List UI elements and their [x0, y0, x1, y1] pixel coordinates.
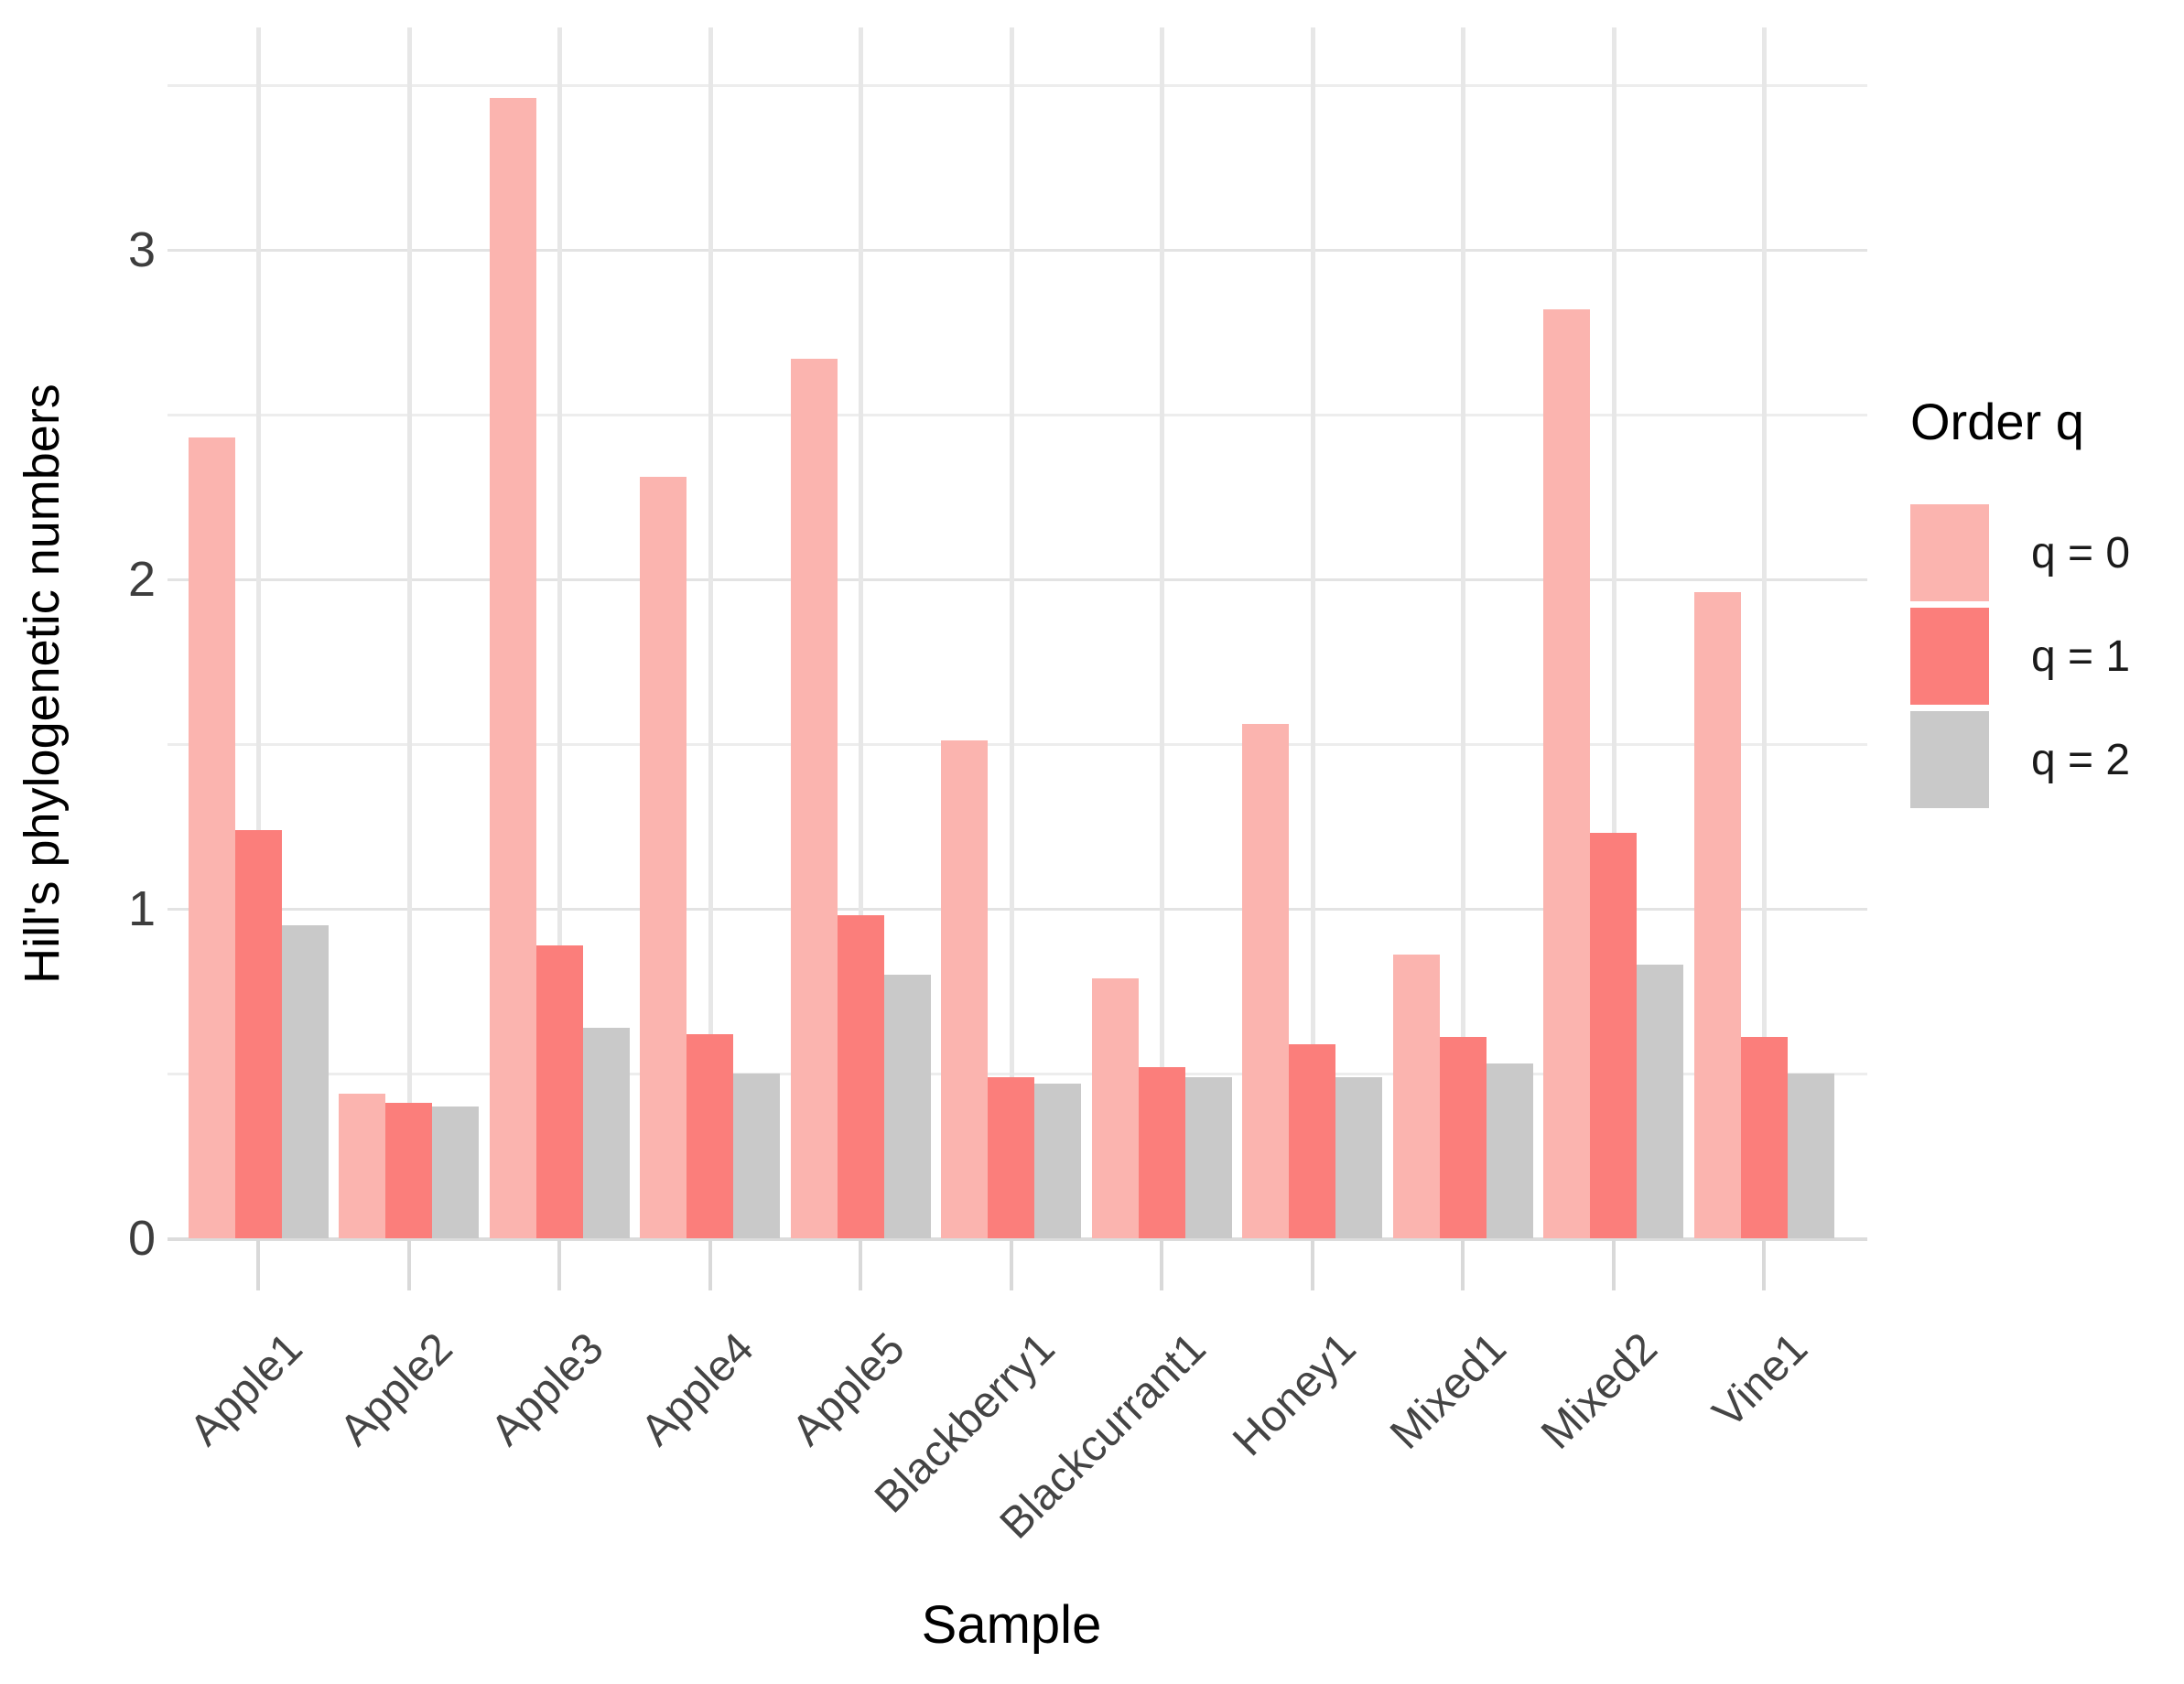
gridline-category-Mixed1	[1461, 27, 1465, 1238]
x-tick-label-Apple1: Apple1	[180, 1323, 312, 1455]
x-tick-label-Mixed1: Mixed1	[1381, 1323, 1517, 1459]
x-tick-Mixed1	[1461, 1240, 1465, 1290]
x-tick-Apple3	[557, 1240, 561, 1290]
bar-Apple5-q=0	[790, 358, 838, 1238]
bar-Apple3-q=2	[582, 1027, 630, 1238]
bar-Apple5-q=2	[883, 975, 931, 1238]
x-tick-label-Honey1: Honey1	[1224, 1323, 1366, 1466]
bar-Apple1-q=2	[281, 925, 329, 1238]
bar-Apple2-q=1	[385, 1103, 432, 1238]
y-tick-label-3: 3	[127, 222, 156, 277]
bar-Apple2-q=2	[432, 1106, 479, 1238]
gridline-category-Apple5	[859, 27, 863, 1238]
x-tick-label-Mixed2: Mixed2	[1531, 1323, 1667, 1459]
legend-label-q=1: q = 1	[2031, 632, 2131, 681]
y-tick-label-1: 1	[127, 881, 156, 936]
bar-Apple3-q=1	[535, 945, 583, 1238]
legend-label-q=0: q = 0	[2031, 528, 2131, 578]
x-tick-Apple1	[256, 1240, 260, 1290]
bar-Vine1-q=1	[1740, 1037, 1788, 1238]
bar-Honey1-q=2	[1335, 1076, 1382, 1238]
legend-label-q=2: q = 2	[2031, 735, 2131, 784]
bar-Mixed2-q=2	[1637, 965, 1683, 1238]
x-tick-label-Vine1: Vine1	[1703, 1323, 1818, 1438]
gridline-category-Honey1	[1310, 27, 1315, 1238]
bar-Vine1-q=0	[1693, 592, 1741, 1238]
bar-Apple2-q=0	[339, 1093, 385, 1238]
legend-entry-q=0: q = 0	[1910, 504, 2130, 601]
bar-Honey1-q=1	[1289, 1043, 1335, 1238]
gridline-category-Mixed2	[1611, 27, 1616, 1238]
gridline-major-y0	[168, 1237, 1867, 1241]
legend-title: Order q	[1910, 393, 2084, 450]
bar-Vine1-q=2	[1787, 1074, 1834, 1238]
x-tick-label-Apple3: Apple3	[481, 1323, 613, 1455]
bar-Apple4-q=1	[687, 1033, 733, 1238]
gridline-category-Apple1	[256, 27, 261, 1238]
x-tick-label-Apple4: Apple4	[632, 1323, 763, 1455]
x-tick-Blackberry1	[1009, 1240, 1013, 1290]
x-tick-Honey1	[1310, 1240, 1314, 1290]
bar-Blackberry1-q=0	[941, 740, 988, 1238]
gridline-minor-y1.5	[168, 743, 1867, 746]
legend: Order q q = 0 q = 1 q = 2	[1910, 392, 2130, 815]
bar-Apple1-q=0	[188, 437, 235, 1238]
gridline-category-Blackberry1	[1009, 27, 1014, 1238]
bar-Mixed2-q=0	[1543, 308, 1590, 1238]
bar-Mixed1-q=2	[1486, 1063, 1533, 1238]
gridline-category-Apple2	[406, 27, 412, 1238]
legend-entry-q=1: q = 1	[1910, 608, 2130, 705]
x-tick-Apple4	[708, 1240, 712, 1290]
bar-Honey1-q=0	[1242, 724, 1289, 1238]
y-axis-title: Hill's phylogenetic numbers	[15, 383, 70, 984]
bar-Apple3-q=0	[489, 98, 536, 1238]
x-tick-Apple5	[859, 1240, 862, 1290]
gridline-category-Apple3	[557, 27, 562, 1238]
bar-Apple5-q=1	[837, 915, 884, 1238]
legend-swatch-q=2	[1910, 711, 1989, 808]
x-tick-Vine1	[1762, 1240, 1766, 1290]
y-tick-label-0: 0	[127, 1211, 156, 1266]
bar-Apple4-q=2	[733, 1074, 780, 1238]
bar-Blackberry1-q=1	[988, 1076, 1034, 1238]
gridline-major-y1	[168, 908, 1867, 911]
gridline-minor-y2.5	[168, 414, 1867, 416]
bar-Blackberry1-q=2	[1034, 1083, 1081, 1238]
bar-Mixed2-q=1	[1590, 833, 1637, 1238]
bar-Apple1-q=1	[234, 829, 282, 1238]
bar-Blackcurrant1-q=1	[1138, 1066, 1185, 1238]
x-tick-Blackcurrant1	[1160, 1240, 1163, 1290]
bar-Apple4-q=0	[640, 477, 687, 1238]
legend-entry-q=2: q = 2	[1910, 711, 2130, 808]
gridline-minor-y0.5	[168, 1073, 1867, 1075]
x-tick-label-Apple5: Apple5	[783, 1323, 914, 1455]
plot-panel	[168, 27, 1867, 1241]
gridline-category-Apple4	[708, 27, 713, 1238]
x-axis-title: Sample	[921, 1595, 1102, 1655]
legend-keys: q = 0 q = 1 q = 2	[1910, 504, 2130, 808]
x-tick-label-Apple2: Apple2	[330, 1323, 462, 1455]
y-tick-label-2: 2	[127, 552, 156, 607]
gridline-category-Vine1	[1762, 27, 1767, 1238]
gridline-minor-y3.5	[168, 84, 1867, 87]
gridline-category-Blackcurrant1	[1160, 27, 1164, 1238]
x-tick-Mixed2	[1611, 1240, 1616, 1290]
gridline-major-y2	[168, 578, 1867, 581]
bar-Mixed1-q=1	[1439, 1037, 1487, 1238]
bar-Blackcurrant1-q=2	[1184, 1076, 1232, 1238]
bar-Blackcurrant1-q=0	[1091, 977, 1139, 1238]
legend-swatch-q=1	[1910, 608, 1989, 705]
bar-Mixed1-q=0	[1392, 955, 1440, 1238]
x-tick-Apple2	[406, 1240, 411, 1290]
gridline-major-y3	[168, 249, 1867, 252]
legend-swatch-q=0	[1910, 504, 1989, 601]
